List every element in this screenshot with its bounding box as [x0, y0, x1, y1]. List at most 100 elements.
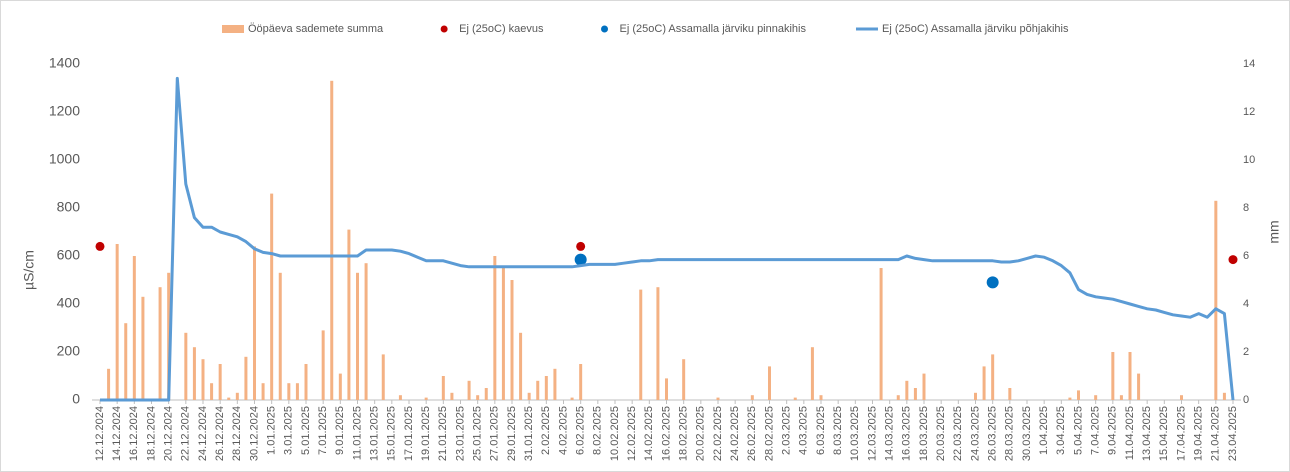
x-tick-label: 4.02.2025	[557, 406, 569, 455]
x-tick-label: 7.04.2025	[1090, 406, 1102, 455]
x-tick-label: 22.02.2025	[712, 406, 724, 461]
bar	[570, 397, 574, 400]
x-tick-label: 24.03.2025	[969, 406, 981, 461]
bar	[905, 380, 909, 400]
x-tick-label: 12.03.2025	[866, 406, 878, 461]
x-tick-label: 24.02.2025	[729, 406, 741, 461]
legend-label: Ööpäeva sademete summa	[248, 23, 384, 35]
x-tick-label: 17.04.2025	[1175, 406, 1187, 461]
x-tick-label: 17.01.2025	[403, 406, 415, 461]
bar	[381, 354, 385, 400]
x-tick-label: 24.12.2024	[197, 406, 209, 461]
y2-tick-label: 6	[1243, 250, 1249, 262]
x-tick-label: 20.03.2025	[935, 406, 947, 461]
x-tick-label: 4.03.2025	[798, 406, 810, 455]
x-tick-label: 21.04.2025	[1210, 406, 1222, 461]
x-tick-label: 8.03.2025	[832, 406, 844, 455]
point	[574, 253, 587, 266]
y2-tick-label: 4	[1243, 298, 1249, 310]
x-tick-label: 1.04.2025	[1038, 406, 1050, 455]
x-tick-label: 11.04.2025	[1124, 406, 1136, 460]
bar	[278, 272, 282, 400]
bar	[1111, 352, 1115, 400]
bar	[201, 359, 205, 400]
bar	[579, 364, 583, 400]
y-tick-label: 200	[57, 343, 81, 359]
line	[100, 76, 1235, 402]
bar	[210, 383, 214, 400]
legend-swatch	[601, 25, 609, 33]
bar	[1094, 395, 1098, 400]
legend-label: Ej (25oC) Assamalla järviku pinnakihis	[620, 23, 807, 35]
x-tick-label: 8.02.2025	[592, 406, 604, 455]
x-tick-label: 23.01.2025	[454, 406, 466, 461]
bar	[501, 268, 505, 400]
x-tick-label: 18.02.2025	[678, 406, 690, 461]
y2-tick-label: 0	[1243, 394, 1249, 406]
bar	[484, 388, 488, 400]
x-tick-label: 21.01.2025	[437, 406, 449, 461]
x-tick-label: 26.03.2025	[987, 406, 999, 461]
x-tick-label: 27.01.2025	[489, 406, 501, 461]
x-tick-label: 7.01.2025	[317, 406, 329, 455]
bar	[1214, 200, 1218, 400]
x-tick-label: 14.03.2025	[884, 406, 896, 461]
bar	[132, 256, 136, 400]
bar	[639, 289, 643, 400]
bar	[544, 376, 548, 400]
bar	[536, 380, 540, 400]
x-tick-label: 3.01.2025	[283, 406, 295, 455]
x-tick-label: 11.01.2025	[351, 406, 363, 460]
bar	[338, 373, 342, 400]
x-tick-label: 19.01.2025	[420, 406, 432, 461]
x-tick-label: 28.12.2024	[231, 406, 243, 461]
x-tick-label: 20.02.2025	[695, 406, 707, 461]
bar	[192, 347, 196, 400]
bar	[750, 395, 754, 400]
bar	[270, 193, 274, 400]
y-tick-label: 1200	[49, 103, 80, 119]
bar	[158, 287, 162, 400]
bar	[879, 268, 883, 400]
bar	[321, 330, 325, 400]
bar	[974, 392, 977, 400]
x-tick-label: 30.12.2024	[248, 406, 260, 461]
legend-label: Ej (25oC) Assamalla järviku põhjakihis	[882, 23, 1069, 35]
bar	[493, 256, 497, 400]
x-tick-label: 9.04.2025	[1107, 406, 1119, 455]
x-tick-label: 10.03.2025	[849, 406, 861, 461]
x-tick-label: 20.12.2024	[163, 406, 175, 461]
bar	[304, 364, 308, 400]
x-tick-label: 10.02.2025	[609, 406, 621, 461]
x-tick-label: 30.03.2025	[1021, 406, 1033, 461]
x-tick-label: 1.01.2025	[266, 406, 278, 455]
bar	[330, 80, 334, 401]
x-tick-label: 2.03.2025	[781, 406, 793, 455]
bar	[167, 272, 171, 400]
legend-label: Ej (25oC) kaevus	[459, 23, 544, 35]
x-tick-label: 13.04.2025	[1141, 406, 1153, 461]
bar	[768, 366, 771, 400]
x-tick-label: 16.12.2024	[128, 406, 140, 461]
x-tick-label: 31.01.2025	[523, 406, 535, 461]
x-tick-label: 18.03.2025	[918, 406, 930, 461]
x-tick-label: 26.12.2024	[214, 406, 226, 461]
point	[986, 276, 999, 289]
x-tick-label: 26.02.2025	[746, 406, 758, 461]
bar	[467, 380, 471, 400]
y-tick-label: 800	[57, 199, 81, 215]
bar	[1119, 395, 1123, 400]
x-tick-label: 25.01.2025	[472, 406, 484, 461]
point	[576, 241, 586, 251]
x-tick-label: 5.01.2025	[300, 406, 312, 455]
bar	[441, 376, 445, 400]
x-tick-label: 14.02.2025	[643, 406, 655, 461]
bar	[235, 392, 239, 400]
point	[1228, 255, 1238, 265]
x-tick-label: 16.03.2025	[901, 406, 913, 461]
bar	[819, 395, 823, 400]
bar	[115, 244, 119, 400]
bar	[253, 246, 256, 400]
